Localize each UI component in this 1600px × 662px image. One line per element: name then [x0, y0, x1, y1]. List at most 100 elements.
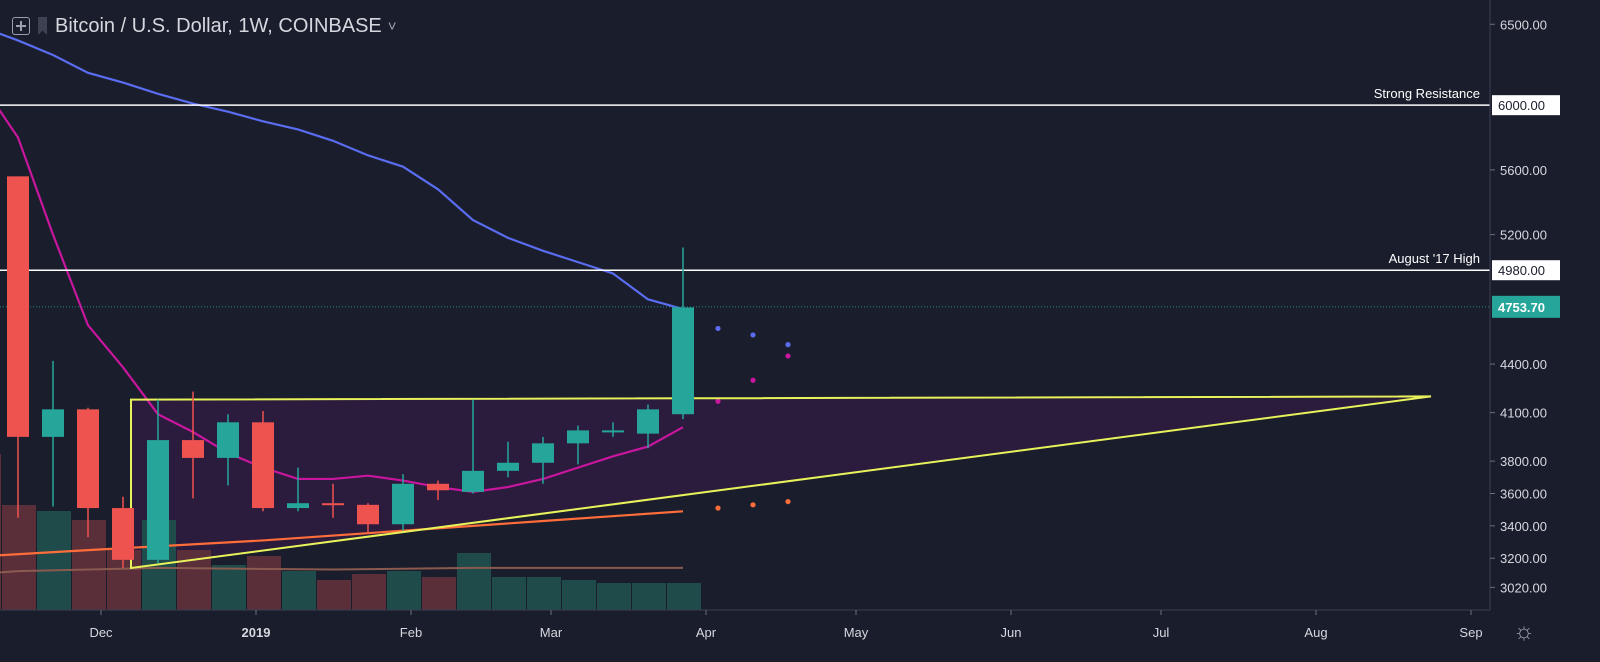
chevron-down-icon[interactable]: ˅: [387, 17, 397, 35]
horizontal-level-price-tag: [1492, 95, 1560, 116]
candle: [287, 467, 309, 512]
moving-average-line: [0, 566, 683, 574]
moving-average-projection-dot: [715, 325, 721, 332]
triangle-pattern-outline: [130, 395, 1432, 570]
candle-body: [392, 483, 414, 525]
volume-bar: [527, 577, 561, 610]
moving-average-line: [0, 108, 684, 493]
candle-body: [112, 508, 134, 560]
candle-body: [497, 462, 519, 471]
price-tick-label: 3200.00: [1500, 551, 1547, 566]
price-tick-label: 3800.00: [1500, 454, 1547, 469]
candle: [532, 436, 554, 484]
horizontal-level-label: Strong Resistance: [1374, 86, 1480, 101]
candle-body: [637, 409, 659, 434]
price-tick-label: 3020.00: [1500, 580, 1547, 595]
candle-body: [217, 422, 239, 458]
time-tick-label: Sep: [1459, 625, 1482, 640]
candle: [427, 480, 449, 500]
candle: [357, 503, 379, 534]
candle-body: [357, 504, 379, 525]
moving-average-projection-dot: [785, 342, 791, 348]
moving-average-projection-dot: [750, 377, 756, 383]
volume-bar: [72, 520, 106, 610]
volume-bar: [352, 574, 386, 610]
moving-average-projection-dot: [715, 505, 721, 511]
volume-bar: [2, 505, 36, 610]
volume-bar: [457, 553, 491, 610]
horizontal-level-label: August '17 High: [1389, 251, 1480, 266]
price-tick-label: 5200.00: [1500, 228, 1547, 243]
time-tick-label: Aug: [1304, 625, 1327, 640]
gear-icon[interactable]: ☼: [1513, 618, 1535, 645]
volume-bar: [107, 550, 141, 610]
price-tick-label: 4100.00: [1500, 406, 1547, 421]
volume-bar: [562, 580, 596, 610]
moving-average-projection-dot: [750, 502, 756, 508]
time-tick-label: Jul: [1153, 625, 1170, 640]
volume-bar: [422, 577, 456, 610]
time-tick-label: Dec: [89, 625, 113, 640]
horizontal-level-price-tag: [1492, 260, 1560, 281]
volume-bar: [667, 583, 701, 610]
volume-bar: [597, 583, 631, 610]
time-tick-label: May: [844, 625, 869, 640]
horizontal-level-price-label: 4980.00: [1498, 263, 1545, 278]
volume-bar: [282, 571, 316, 610]
candle: [182, 391, 204, 499]
candle-body: [77, 409, 99, 509]
candle-body: [42, 409, 64, 437]
candle: [672, 247, 694, 420]
time-tick-label: 2019: [242, 625, 271, 640]
last-price-label: 4753.70: [1498, 300, 1545, 315]
candle: [42, 360, 64, 507]
moving-average-line: [0, 32, 684, 311]
price-tick-label: 3400.00: [1500, 519, 1547, 534]
candle-body: [567, 430, 589, 444]
candle-body: [147, 440, 169, 560]
candle: [567, 425, 589, 465]
volume-bar: [492, 577, 526, 610]
volume-bar: [37, 511, 71, 610]
price-tick-label: 4400.00: [1500, 357, 1547, 372]
horizontal-level-price-label: 6000.00: [1498, 98, 1545, 113]
volume-bar: [387, 571, 421, 610]
candle: [497, 441, 519, 478]
volume-bar: [317, 580, 351, 610]
volume-bar: [212, 565, 246, 610]
candle-body: [462, 470, 484, 492]
volume-bar: [632, 583, 666, 610]
candle: [112, 496, 134, 568]
moving-average-projection-dot: [785, 353, 791, 359]
last-price-tag: [1492, 295, 1560, 318]
candle-body: [287, 503, 309, 509]
chart-header: Bitcoin / U.S. Dollar, 1W, COINBASE ˅: [12, 10, 397, 42]
flag-icon[interactable]: [38, 17, 47, 35]
candle: [147, 399, 169, 564]
candle: [77, 407, 99, 538]
candle: [322, 483, 344, 518]
time-tick-label: Feb: [400, 625, 422, 640]
volume-bar: [247, 556, 281, 610]
candle-body: [252, 422, 274, 509]
time-tick-label: Jun: [1001, 625, 1022, 640]
candle: [217, 414, 239, 486]
price-tick-label: 3600.00: [1500, 487, 1547, 502]
candle-body: [182, 440, 204, 458]
candle-body: [322, 503, 344, 506]
candle-body: [602, 430, 624, 433]
candle-body: [7, 176, 29, 437]
volume-bar: [0, 454, 1, 610]
candle: [7, 176, 29, 518]
candle-body: [672, 307, 694, 415]
candle: [392, 474, 414, 531]
price-tick-label: 6500.00: [1500, 17, 1547, 32]
chart-title[interactable]: Bitcoin / U.S. Dollar, 1W, COINBASE: [55, 14, 382, 37]
candle-body: [427, 483, 449, 491]
time-tick-label: Apr: [696, 625, 717, 640]
moving-average-line: [0, 510, 684, 557]
price-tick-label: 5600.00: [1500, 163, 1547, 178]
add-series-icon[interactable]: [12, 17, 30, 35]
